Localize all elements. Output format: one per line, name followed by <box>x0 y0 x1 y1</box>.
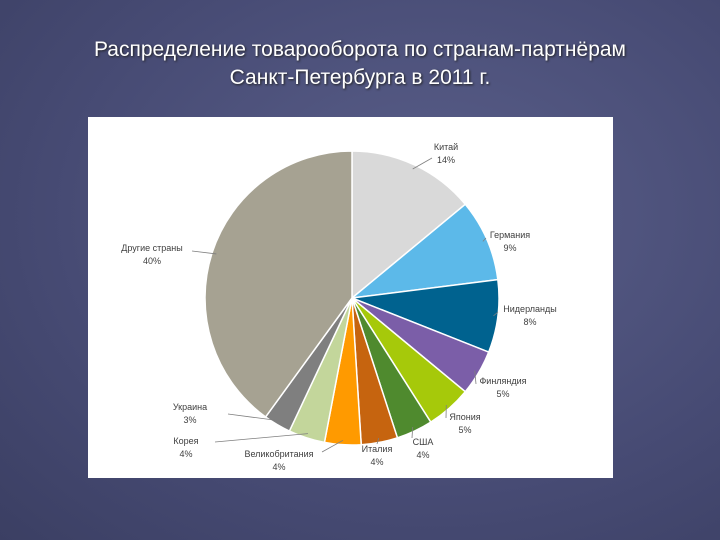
slice-label: США <box>413 437 434 447</box>
slice-value-label: 8% <box>523 317 536 327</box>
slice-label: Китай <box>434 142 458 152</box>
slice-value-label: 3% <box>183 415 196 425</box>
slice-label: Япония <box>449 412 480 422</box>
title-line: Распределение товарооборота по странам-п… <box>94 38 626 61</box>
slice-label: Украина <box>173 402 207 412</box>
slice-value-label: 4% <box>179 449 192 459</box>
slice-value-label: 14% <box>437 155 455 165</box>
leader-line <box>493 311 499 317</box>
leader-line <box>191 250 217 255</box>
slice-label: Германия <box>490 230 530 240</box>
slice-value-label: 5% <box>458 425 471 435</box>
slice-value-label: 4% <box>272 462 285 472</box>
slice-label: Финляндия <box>479 376 526 386</box>
slice-label: Великобритания <box>244 449 313 459</box>
leader-line <box>474 370 477 385</box>
slice-value-label: 5% <box>496 389 509 399</box>
slice-label: Корея <box>173 436 198 446</box>
slice-label: Другие страны <box>121 243 182 253</box>
slice-value-label: 4% <box>416 450 429 460</box>
slice-label: Нидерланды <box>503 304 556 314</box>
leader-line <box>376 437 380 445</box>
slice-label: Италия <box>362 444 393 454</box>
slice-value-label: 4% <box>370 457 383 467</box>
title-line: Санкт-Петербурга в 2011 г. <box>229 66 491 89</box>
leader-line <box>321 439 344 453</box>
leader-line <box>227 413 280 422</box>
leader-line <box>411 426 414 439</box>
pie-slice <box>349 203 499 300</box>
slice-value-label: 40% <box>143 256 161 266</box>
slide-title: Распределение товарооборота по странам-п… <box>0 36 720 92</box>
slice-value-label: 9% <box>503 243 516 253</box>
leader-line <box>412 157 433 170</box>
leader-line <box>482 237 487 242</box>
leader-line <box>214 433 308 443</box>
pie-slice <box>204 150 353 418</box>
pie-slice <box>351 150 467 300</box>
